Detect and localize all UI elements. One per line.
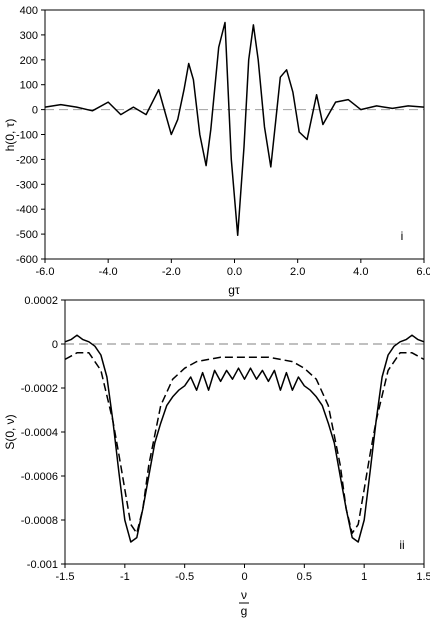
x-axis-label: gτ	[228, 283, 240, 297]
y-axis-label: S(0, ν)	[3, 414, 17, 449]
series-line-solid	[44, 21, 425, 237]
x-tick-label: 0	[241, 571, 247, 583]
series-line-solid	[64, 334, 425, 543]
x-tick-label: -1	[120, 571, 130, 583]
y-tick-label: 100	[20, 80, 38, 92]
y-tick-label: -500	[16, 229, 38, 241]
y-tick-label: -600	[16, 254, 38, 266]
y-tick-label: -100	[16, 130, 38, 142]
x-axis-label-denominator: g	[241, 604, 248, 618]
y-tick-label: -0.0004	[21, 427, 58, 439]
panel-label-i: i	[401, 229, 404, 243]
y-tick-label: 0	[52, 339, 58, 351]
x-tick-label: -1.5	[56, 571, 75, 583]
x-tick-label: 0.0	[227, 266, 242, 278]
chart-panel-ii: -1.5 -1 -0.5 0 0.5 1 1.5 0.0002 0 -0.0002 -0.0004 -…	[3, 295, 430, 618]
x-tick-label: 4.0	[353, 266, 368, 278]
y-tick-label: -200	[16, 154, 38, 166]
plot-frame	[64, 299, 425, 565]
plot-frame	[44, 9, 425, 260]
y-tick-label: 0.0002	[24, 295, 58, 307]
x-tick-label: -6.0	[36, 266, 55, 278]
x-tick-label: -0.5	[175, 571, 194, 583]
y-tick-label: 200	[20, 55, 38, 67]
x-tick-label: 1.5	[416, 571, 430, 583]
x-tick-label: -4.0	[99, 266, 118, 278]
y-tick-label: -0.0006	[21, 471, 58, 483]
x-tick-label: -2.0	[162, 266, 181, 278]
x-axis-label-numerator: ν	[241, 588, 247, 602]
y-tick-label: 0	[32, 105, 38, 117]
y-tick-label: -0.0008	[21, 515, 58, 527]
y-tick-label: -300	[16, 179, 38, 191]
y-tick-label: -400	[16, 204, 38, 216]
x-tick-label: 6.0	[416, 266, 430, 278]
y-tick-label: 300	[20, 30, 38, 42]
y-tick-label: -0.001	[27, 559, 58, 571]
x-tick-label: 2.0	[290, 266, 305, 278]
y-axis-label: h(0, τ)	[3, 119, 17, 152]
chart-panel-i: -6.0 -4.0 -2.0 0.0 2.0 4.0 6.0 400 300 200 100 0 -10…	[3, 5, 430, 297]
panel-label-ii: ii	[399, 538, 404, 552]
series-line-dashed	[64, 352, 425, 534]
x-tick-label: 0.5	[297, 571, 312, 583]
y-tick-label: 400	[20, 5, 38, 17]
y-tick-label: -0.0002	[21, 383, 58, 395]
x-tick-label: 1	[361, 571, 367, 583]
